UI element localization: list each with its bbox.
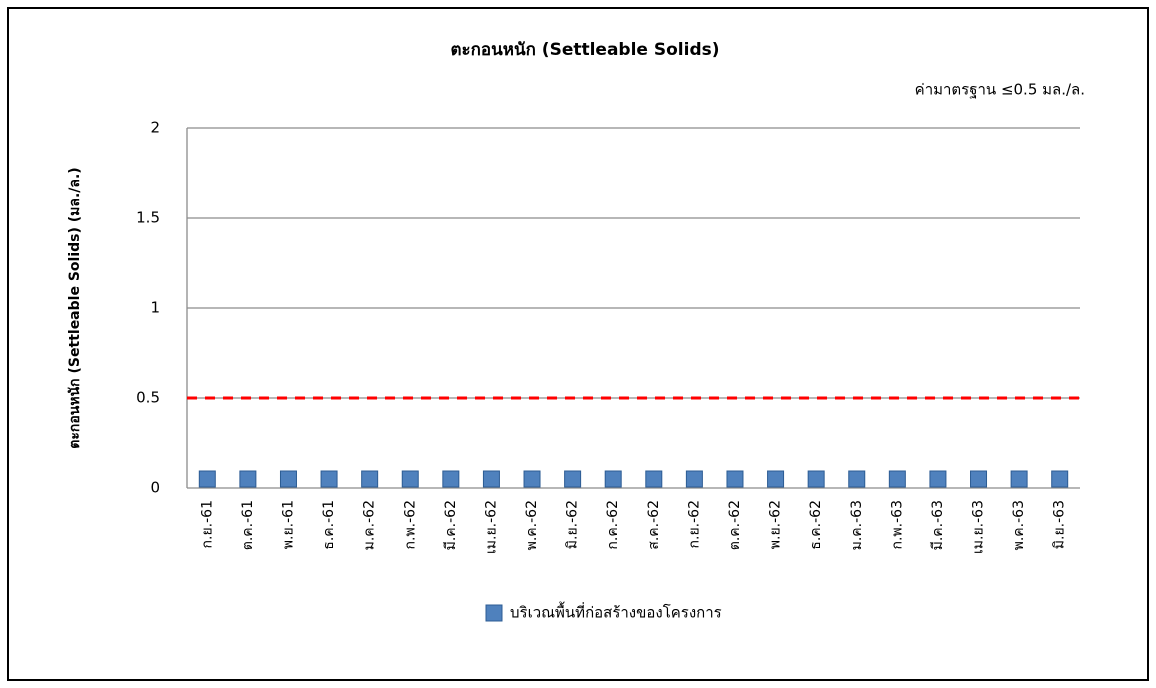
x-tick-label: ม.ค.-63 (849, 500, 865, 550)
data-marker (929, 470, 947, 488)
annotation: ค่ามาตรฐาน ≤0.5 มล./ล. (915, 81, 1085, 99)
data-marker (726, 470, 744, 488)
x-tick-label: ก.ย.-62 (686, 500, 702, 548)
x-tick-label: เม.ย.-63 (971, 500, 987, 554)
data-marker (523, 470, 541, 488)
x-tick-label: พ.ย.-62 (768, 500, 784, 549)
x-tick-label: มี.ค.-63 (930, 500, 946, 550)
data-marker (888, 470, 906, 488)
y-tick-label: 0 (150, 479, 160, 497)
x-tick-label: ม.ค.-62 (362, 500, 378, 550)
x-tick-label: ก.ค.-62 (605, 500, 621, 550)
data-marker (970, 470, 988, 488)
x-tick-label: พ.ย.-61 (280, 500, 296, 549)
x-tick-label: ต.ค.-61 (240, 500, 256, 550)
x-tick-label: เม.ย.-62 (483, 500, 499, 554)
x-tick-label: ธ.ค.-61 (321, 500, 337, 550)
y-tick-label: 1 (150, 299, 160, 317)
data-marker (361, 470, 379, 488)
x-tick-label: ก.ย.-61 (199, 500, 215, 548)
chart-frame (7, 7, 1149, 681)
x-tick-label: ต.ค.-62 (727, 500, 743, 550)
data-marker (1010, 470, 1028, 488)
data-marker (239, 470, 257, 488)
x-tick-label: พ.ค.-62 (524, 500, 540, 550)
data-marker (1051, 470, 1069, 488)
data-marker (848, 470, 866, 488)
data-marker (564, 470, 582, 488)
data-marker (320, 470, 338, 488)
legend-label: บริเวณพื้นที่ก่อสร้างของโครงการ (510, 602, 722, 622)
data-marker (767, 470, 785, 488)
data-marker (807, 470, 825, 488)
x-tick-label: ธ.ค.-62 (808, 500, 824, 550)
x-tick-label: ก.พ.-63 (889, 500, 905, 549)
x-tick-label: มิ.ย.-63 (1052, 500, 1068, 549)
data-marker (198, 470, 216, 488)
x-tick-label: ก.พ.-62 (402, 500, 418, 549)
data-marker (279, 470, 297, 488)
y-tick-label: 0.5 (136, 389, 160, 407)
x-tick-label: มี.ค.-62 (443, 500, 459, 550)
chart-title: ตะกอนหนัก (Settleable Solids) (450, 40, 719, 60)
legend-marker (485, 604, 503, 622)
data-marker (401, 470, 419, 488)
data-marker (645, 470, 663, 488)
x-tick-label: ส.ค.-62 (646, 500, 662, 550)
data-marker (685, 470, 703, 488)
data-marker (482, 470, 500, 488)
y-axis-label: ตะกอนหนัก (Settleable Solids) (มล./ล.) (67, 167, 83, 448)
data-marker (604, 470, 622, 488)
y-tick-label: 1.5 (136, 209, 160, 227)
data-marker (442, 470, 460, 488)
y-tick-label: 2 (150, 119, 160, 137)
x-tick-label: มิ.ย.-62 (565, 500, 581, 549)
x-tick-label: พ.ค.-63 (1011, 500, 1027, 550)
